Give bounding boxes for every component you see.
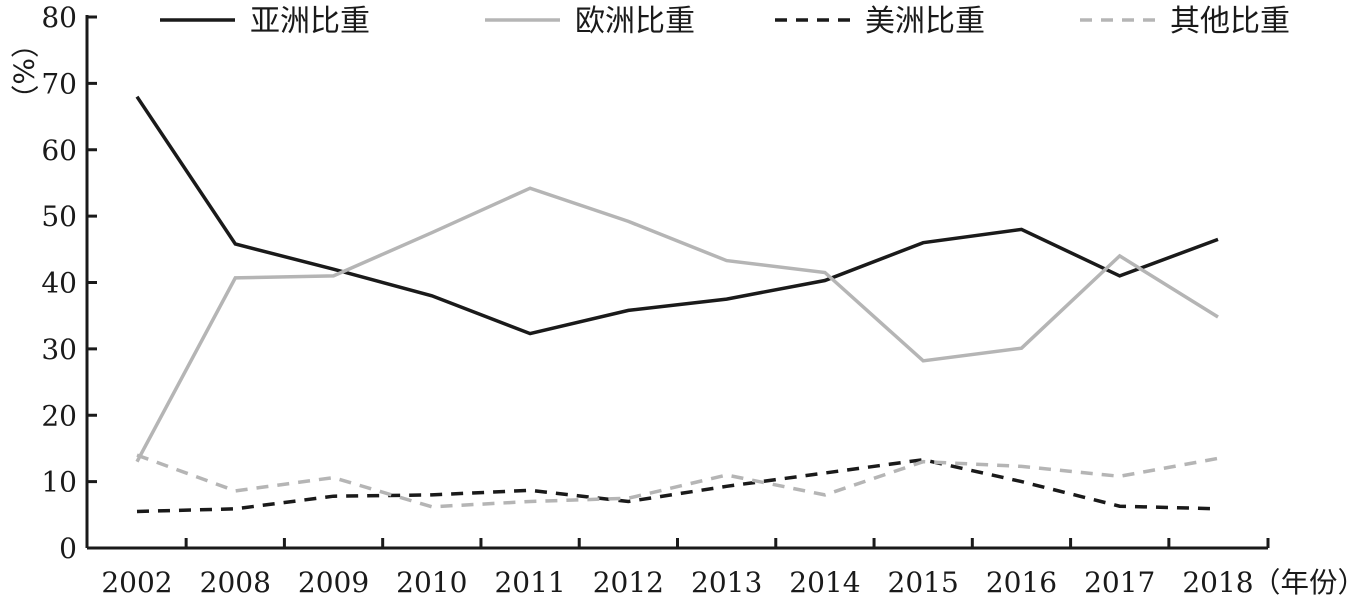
x-tick-label: 2010 [396,566,467,599]
x-tick-label: 2016 [986,566,1057,599]
series-group [135,95,1219,514]
x-tick-label: 2018 [1182,566,1253,599]
x-ticks: 2002 2008 2009 2010 2011 2012 2013 2014 2015 2016… [101,538,1270,599]
y-tick-label: 20 [41,399,77,432]
x-tick-label: 2012 [593,566,664,599]
y-tick-label: 40 [41,267,77,300]
legend: 亚洲比重 欧洲比重 美洲比重 其他比重 [160,4,1290,39]
x-tick-label: 2011 [494,566,565,599]
legend-label-0: 亚洲比重 [250,4,370,39]
y-ticks: 0 10 20 30 40 50 60 70 80 [41,1,97,565]
series-line-3 [136,453,1219,509]
x-tick-label: 2002 [101,566,172,599]
series-line-2 [136,457,1219,514]
series-line-0 [135,95,1219,336]
y-tick-label: 0 [59,532,77,565]
legend-label-1: 欧洲比重 [575,4,695,39]
series-line-1 [135,186,1219,463]
y-tick-label: 70 [41,67,77,100]
y-axis-label: （%） [7,30,40,113]
x-tick-label: 2017 [1084,566,1155,599]
x-axis-label: （年份） [1252,566,1366,599]
y-tick-label: 50 [41,200,77,233]
y-tick-label: 60 [41,134,77,167]
legend-label-3: 其他比重 [1170,4,1290,39]
x-tick-label: 2014 [789,566,860,599]
x-tick-label: 2015 [888,566,959,599]
x-tick-label: 2008 [200,566,271,599]
y-tick-label: 30 [41,333,77,366]
x-tick-label: 2013 [691,566,762,599]
x-tick-label: 2009 [298,566,369,599]
legend-label-2: 美洲比重 [865,4,985,39]
y-tick-label: 10 [41,466,77,499]
y-tick-label: 80 [41,1,77,34]
